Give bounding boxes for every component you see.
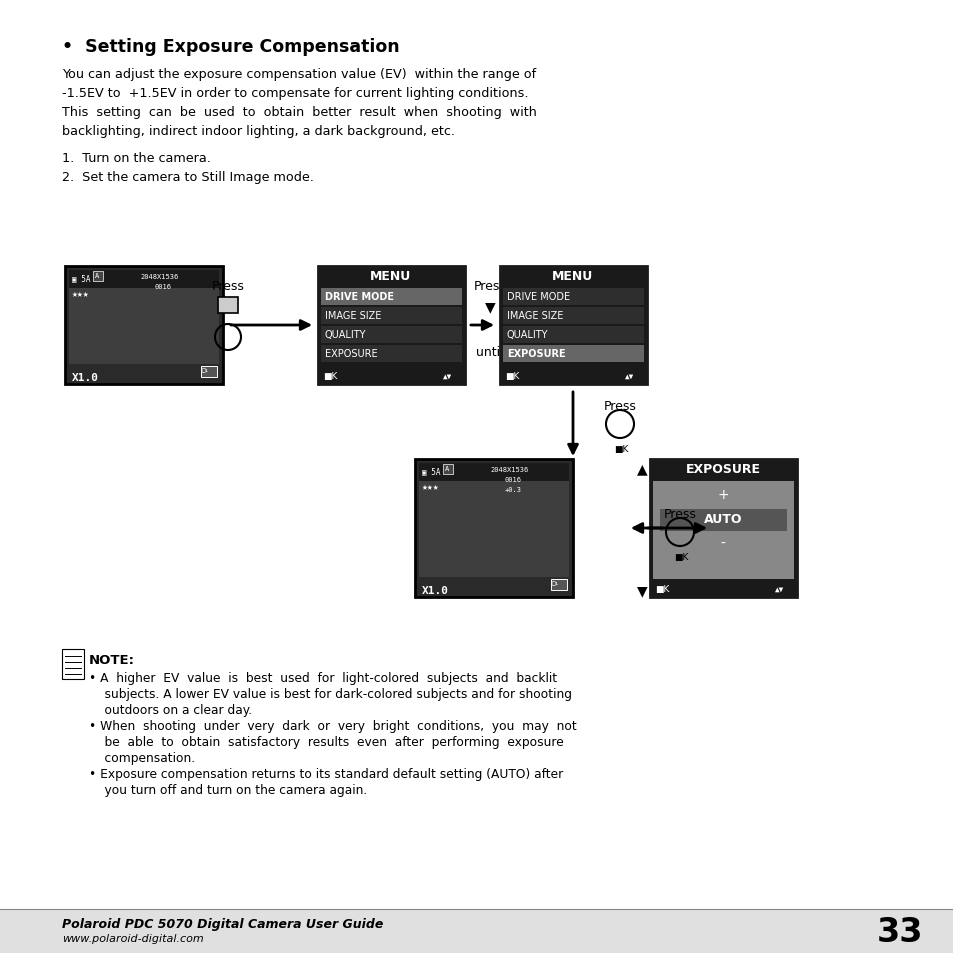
Text: NOTE:: NOTE:	[89, 654, 135, 666]
Text: 0016: 0016	[154, 284, 172, 290]
Text: • A  higher  EV  value  is  best  used  for  light-colored  subjects  and  backl: • A higher EV value is best used for lig…	[89, 671, 557, 684]
Bar	[0, 909, 953, 953]
Bar	[502, 289, 643, 306]
Text: ★★★: ★★★	[71, 289, 90, 298]
Bar	[317, 369, 464, 385]
Bar	[69, 271, 219, 289]
Text: Press: Press	[473, 280, 506, 293]
Text: -: -	[720, 537, 724, 551]
Text: ▣ 5A: ▣ 5A	[421, 467, 440, 476]
Text: 33: 33	[876, 915, 923, 948]
Text: ▼: ▼	[636, 583, 647, 598]
Text: ■K: ■K	[504, 372, 518, 380]
Text: ■K: ■K	[323, 372, 337, 380]
Text: □ı: □ı	[552, 580, 558, 585]
Text: Press: Press	[603, 399, 636, 413]
Text: IMAGE SIZE: IMAGE SIZE	[325, 311, 381, 320]
Bar	[649, 459, 796, 479]
Text: This  setting  can  be  used  to  obtain  better  result  when  shooting  with: This setting can be used to obtain bette…	[62, 106, 537, 119]
Bar	[69, 271, 219, 365]
Text: compensation.: compensation.	[89, 751, 195, 764]
Text: ▲▼: ▲▼	[774, 584, 783, 594]
Bar	[418, 463, 568, 578]
Text: -1.5EV to  +1.5EV in order to compensate for current lighting conditions.: -1.5EV to +1.5EV in order to compensate …	[62, 87, 528, 100]
Bar	[649, 459, 796, 598]
Text: until: until	[476, 346, 503, 358]
Text: EXPOSURE: EXPOSURE	[325, 349, 377, 358]
Text: X1.0: X1.0	[71, 373, 99, 382]
Text: AUTO: AUTO	[703, 513, 741, 525]
Bar	[320, 346, 461, 363]
Text: QUALITY: QUALITY	[506, 330, 548, 339]
Bar	[92, 272, 103, 282]
Text: • Exposure compensation returns to its standard default setting (AUTO) after: • Exposure compensation returns to its s…	[89, 767, 562, 781]
Text: □ı: □ı	[202, 368, 210, 373]
Bar	[659, 510, 786, 532]
Bar	[442, 464, 453, 475]
Text: subjects. A lower EV value is best for dark-colored subjects and for shooting: subjects. A lower EV value is best for d…	[89, 687, 572, 700]
Bar	[652, 481, 793, 579]
Text: backlighting, indirect indoor lighting, a dark background, etc.: backlighting, indirect indoor lighting, …	[62, 125, 455, 138]
Bar	[320, 327, 461, 344]
Text: ▲▼: ▲▼	[442, 372, 452, 380]
Bar	[320, 289, 461, 306]
Bar	[502, 327, 643, 344]
Bar	[502, 346, 643, 363]
Bar	[320, 308, 461, 325]
Bar	[649, 581, 796, 598]
Text: IMAGE SIZE: IMAGE SIZE	[506, 311, 563, 320]
Text: •  Setting Exposure Compensation: • Setting Exposure Compensation	[62, 38, 399, 56]
Bar	[415, 459, 573, 598]
Text: 2048X1536: 2048X1536	[140, 274, 178, 280]
Text: Press: Press	[663, 507, 696, 520]
Text: outdoors on a clear day.: outdoors on a clear day.	[89, 703, 252, 717]
Bar	[218, 297, 237, 314]
Bar	[551, 579, 566, 590]
Text: Polaroid PDC 5070 Digital Camera User Guide: Polaroid PDC 5070 Digital Camera User Gu…	[62, 917, 383, 930]
Text: ▣ 5A: ▣ 5A	[71, 274, 91, 283]
Text: X1.0: X1.0	[421, 585, 449, 596]
Bar	[65, 267, 223, 385]
Text: ▲: ▲	[636, 461, 647, 476]
Text: MENU: MENU	[552, 270, 593, 283]
Bar	[317, 267, 464, 287]
Text: ■K: ■K	[673, 553, 688, 561]
Text: 0016: 0016	[504, 476, 521, 482]
Text: M: M	[222, 298, 233, 312]
Text: +0.3: +0.3	[504, 486, 521, 493]
Text: 1.  Turn on the camera.: 1. Turn on the camera.	[62, 152, 211, 165]
Text: ▲▼: ▲▼	[624, 372, 634, 380]
Text: +: +	[717, 488, 728, 501]
Text: ▼: ▼	[484, 299, 495, 314]
Text: A: A	[95, 273, 99, 278]
Bar	[201, 367, 216, 377]
Text: MENU: MENU	[370, 270, 411, 283]
Bar	[499, 267, 646, 287]
Bar	[499, 369, 646, 385]
Text: ■K: ■K	[614, 444, 628, 454]
Bar	[418, 463, 568, 481]
Text: you turn off and turn on the camera again.: you turn off and turn on the camera agai…	[89, 783, 367, 796]
Text: QUALITY: QUALITY	[325, 330, 366, 339]
Text: 2.  Set the camera to Still Image mode.: 2. Set the camera to Still Image mode.	[62, 171, 314, 184]
Text: ■K: ■K	[655, 584, 669, 594]
Text: A: A	[444, 465, 449, 472]
Text: You can adjust the exposure compensation value (EV)  within the range of: You can adjust the exposure compensation…	[62, 68, 536, 81]
Text: ★★★: ★★★	[421, 481, 439, 492]
Text: DRIVE MODE: DRIVE MODE	[506, 292, 570, 302]
Bar	[499, 267, 646, 385]
Text: EXPOSURE: EXPOSURE	[685, 462, 760, 476]
Text: Press: Press	[212, 280, 244, 293]
Text: 2048X1536: 2048X1536	[490, 467, 528, 473]
Text: EXPOSURE: EXPOSURE	[506, 349, 565, 358]
Bar	[502, 308, 643, 325]
Text: DRIVE MODE: DRIVE MODE	[325, 292, 394, 302]
Text: be  able  to  obtain  satisfactory  results  even  after  performing  exposure: be able to obtain satisfactory results e…	[89, 735, 563, 748]
Text: • When  shooting  under  very  dark  or  very  bright  conditions,  you  may  no: • When shooting under very dark or very …	[89, 720, 577, 732]
Bar	[317, 267, 464, 385]
Bar	[62, 649, 84, 679]
Text: www.polaroid-digital.com: www.polaroid-digital.com	[62, 933, 204, 943]
